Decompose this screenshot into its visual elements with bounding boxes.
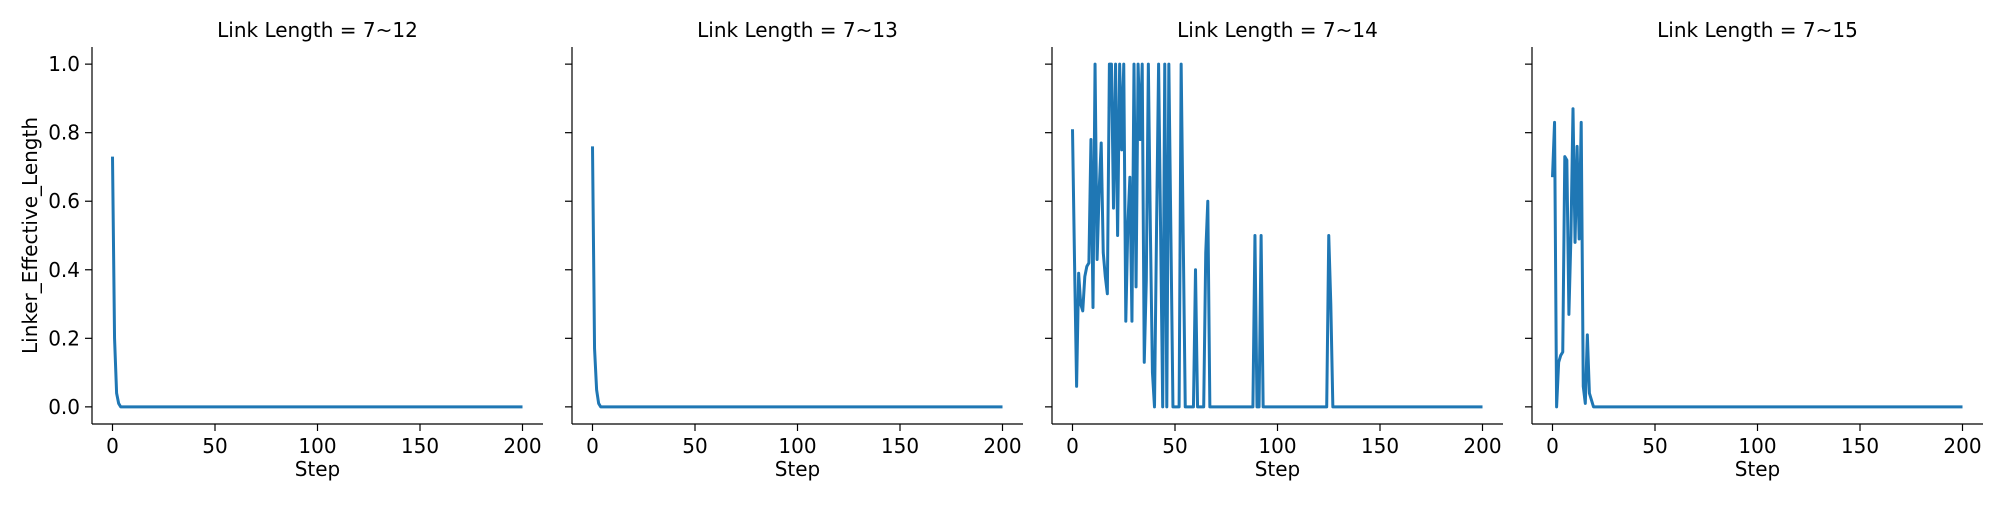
chart-panel-2: Link Length = 7~13 0 50 100 150 200 Step	[565, 18, 1023, 481]
series-line	[1071, 62, 1483, 409]
x-tick-label: 0	[106, 434, 119, 458]
y-tick-label: 1.0	[48, 52, 80, 76]
chart-panel-4: Link Length = 7~15 0 50 100 150 200 Step	[1525, 18, 1983, 481]
x-tick-label: 150	[1841, 434, 1879, 458]
x-axis-label: Step	[295, 457, 341, 481]
y-tick-label: 0.6	[48, 189, 80, 213]
x-axis-label: Step	[775, 457, 821, 481]
chart-panel-1: Link Length = 7~12 0 50 100 150 200 0.0 0.2 0.4 0…	[18, 18, 543, 481]
y-tick-label: 0.0	[48, 395, 80, 419]
series-line	[1551, 107, 1963, 409]
panel-title: Link Length = 7~14	[1177, 18, 1378, 42]
x-tick-label: 50	[202, 434, 227, 458]
x-tick-label: 200	[983, 434, 1021, 458]
x-tick-label: 0	[1066, 434, 1079, 458]
x-tick-label: 0	[1546, 434, 1559, 458]
series-line	[111, 156, 523, 409]
x-tick-label: 50	[1162, 434, 1187, 458]
y-tick-label: 0.8	[48, 121, 80, 145]
x-tick-label: 100	[298, 434, 336, 458]
y-axis-label: Linker_Effective_Length	[18, 117, 42, 354]
x-tick-label: 100	[1738, 434, 1776, 458]
x-tick-label: 50	[682, 434, 707, 458]
x-tick-label: 100	[778, 434, 816, 458]
x-axis-label: Step	[1255, 457, 1301, 481]
panel-title: Link Length = 7~15	[1657, 18, 1858, 42]
x-tick-label: 150	[881, 434, 919, 458]
x-tick-label: 150	[401, 434, 439, 458]
y-tick-label: 0.2	[48, 326, 80, 350]
x-tick-label: 0	[586, 434, 599, 458]
panel-title: Link Length = 7~13	[697, 18, 898, 42]
x-tick-label: 50	[1642, 434, 1667, 458]
x-tick-label: 200	[1943, 434, 1981, 458]
x-axis-label: Step	[1735, 457, 1781, 481]
x-tick-label: 150	[1361, 434, 1399, 458]
x-tick-label: 200	[503, 434, 541, 458]
x-tick-label: 200	[1463, 434, 1501, 458]
x-tick-label: 100	[1258, 434, 1296, 458]
series-line	[591, 146, 1003, 409]
panel-title: Link Length = 7~12	[217, 18, 418, 42]
chart-panel-3: Link Length = 7~14 0 50 100 150 200 Step	[1045, 18, 1503, 481]
y-tick-label: 0.4	[48, 258, 80, 282]
